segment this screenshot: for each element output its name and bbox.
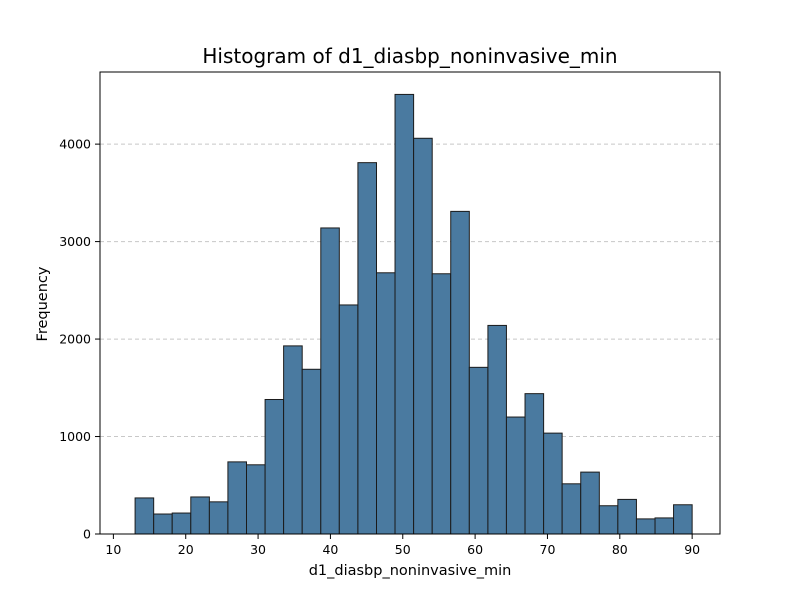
histogram-bar [338,304,359,535]
x-tick-label: 50 [395,542,411,557]
histogram-bar [264,398,285,535]
histogram-bar [487,324,507,535]
x-axis-ticks: 10 20 30 40 50 60 70 80 90 [105,534,700,557]
y-tick-label: 3000 [59,234,91,249]
histogram-bar [450,210,470,535]
x-tick-label: 40 [322,542,338,557]
histogram-bar [283,345,303,535]
histogram-bar [153,513,173,535]
histogram-bar [301,368,322,535]
histogram-bar [357,162,378,535]
histogram-bar [227,461,247,535]
histogram-bar [394,93,415,535]
histogram-bar [171,512,192,535]
histogram-bars [134,93,693,535]
histogram-bar [208,501,229,535]
histogram-bar [617,498,637,535]
y-tick-label: 1000 [59,429,91,444]
y-axis-ticks: 0 1000 2000 3000 4000 [59,137,100,542]
y-tick-label: 4000 [59,137,91,152]
x-tick-label: 60 [467,542,483,557]
plot-frame [99,71,721,535]
histogram-bar [468,366,489,535]
histogram-bar [580,471,600,535]
chart-title: Histogram of d1_diasbp_noninvasive_min [202,44,617,68]
histogram-bar [320,227,340,535]
x-tick-label: 90 [684,542,700,557]
y-axis-label: Frequency [35,266,51,341]
x-tick-label: 80 [612,542,628,557]
histogram-bar [598,505,619,535]
x-tick-label: 70 [540,542,556,557]
x-axis-label: d1_diasbp_noninvasive_min [309,563,512,579]
histogram-bar [431,273,452,535]
histogram-bar [635,518,656,535]
histogram-bar [673,504,693,535]
x-tick-label: 20 [178,542,194,557]
x-tick-label: 30 [250,542,266,557]
histogram-bar [505,416,526,535]
histogram-bar [413,137,433,535]
histogram-bar [561,483,582,535]
histogram-bar [245,464,266,535]
histogram-bar [376,272,396,535]
histogram-bar [190,496,210,535]
histogram-bar [543,432,563,535]
histogram-bar [654,517,675,535]
y-tick-label: 0 [83,527,91,542]
histogram-bar [134,497,155,535]
histogram-bar [524,393,545,535]
y-tick-label: 2000 [59,332,91,347]
x-tick-label: 10 [105,542,121,557]
